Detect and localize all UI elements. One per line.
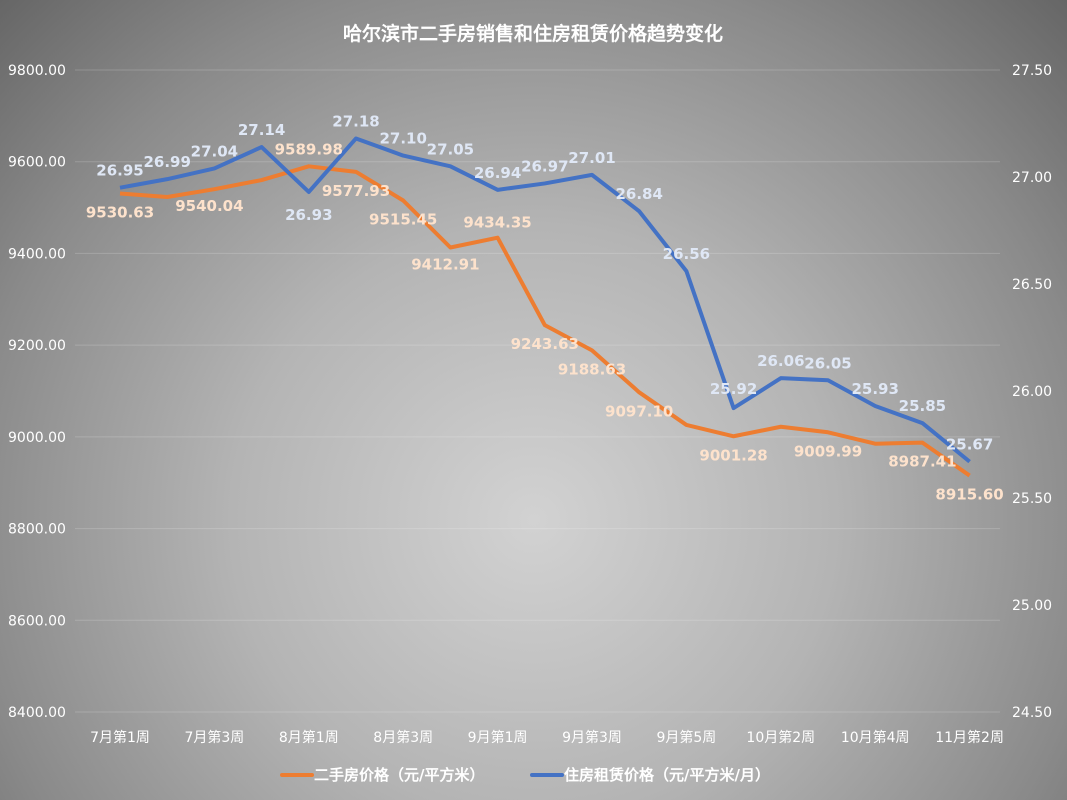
y-left-tick-label: 9200.00: [8, 338, 66, 354]
data-label: 26.95: [96, 162, 143, 180]
axis-ticks: 8400.00 8600.00 8800.00 9000.00 9200.00 9400.…: [8, 63, 1052, 746]
legend: 二手房价格（元/平方米） 住房租赁价格（元/平方米/月）: [280, 766, 770, 784]
data-label: 27.10: [379, 130, 426, 148]
y-left-tick-label: 8800.00: [8, 522, 66, 538]
y-right-tick-label: 26.00: [1012, 384, 1052, 400]
series-line: [119, 164, 971, 478]
data-label: 25.85: [899, 397, 946, 415]
data-label: 9188.63: [558, 360, 626, 378]
y-left-tick-label: 9000.00: [8, 430, 66, 446]
data-label: 27.05: [427, 140, 474, 158]
x-tick-label: 11月第2周: [935, 729, 1004, 746]
y-left-tick-label: 8400.00: [8, 705, 66, 721]
data-label: 27.14: [238, 121, 285, 139]
data-label: 9243.63: [511, 335, 579, 353]
legend-label: 住房租赁价格（元/平方米/月）: [564, 766, 770, 784]
data-label: 9009.99: [794, 442, 862, 460]
data-label: 9097.10: [605, 402, 673, 420]
data-label: 9001.28: [699, 446, 767, 464]
chart-title: 哈尔滨市二手房销售和住房租赁价格趋势变化: [343, 22, 723, 45]
y-right-tick-label: 27.00: [1012, 170, 1052, 186]
data-labels: 9530.63 9540.04 9589.98 9577.93 9515.45 9412.…: [86, 112, 1004, 503]
x-tick-label: 9月第3周: [562, 729, 622, 746]
x-tick-label: 8月第3周: [373, 729, 433, 746]
data-label: 26.05: [804, 354, 851, 372]
x-tick-label: 9月第5周: [656, 729, 716, 746]
y-right-tick-label: 25.00: [1012, 598, 1052, 614]
data-label: 27.18: [332, 112, 379, 130]
series-lines: [119, 136, 971, 478]
data-label: 9434.35: [463, 214, 531, 232]
y-left-tick-label: 8600.00: [8, 613, 66, 629]
y-right-tick-label: 26.50: [1012, 277, 1052, 293]
data-label: 26.93: [285, 206, 332, 224]
data-label: 25.67: [946, 436, 993, 454]
x-tick-label: 7月第3周: [184, 729, 244, 746]
data-label: 25.93: [851, 380, 898, 398]
data-label: 26.99: [143, 153, 190, 171]
data-label: 26.97: [521, 157, 568, 175]
x-tick-label: 10月第4周: [841, 729, 910, 746]
data-label: 25.92: [710, 380, 757, 398]
data-label: 26.06: [757, 352, 804, 370]
data-label: 27.01: [568, 149, 615, 167]
y-right-tick-label: 24.50: [1012, 705, 1052, 721]
data-label: 9412.91: [411, 256, 479, 274]
data-label: 26.56: [663, 245, 710, 263]
data-label: 8987.41: [888, 453, 956, 471]
data-label: 27.04: [191, 142, 238, 160]
y-left-tick-label: 9600.00: [8, 155, 66, 171]
data-label: 9515.45: [369, 210, 437, 228]
y-right-tick-label: 27.50: [1012, 63, 1052, 79]
y-right-tick-label: 25.50: [1012, 491, 1052, 507]
data-label: 26.94: [474, 164, 521, 182]
data-label: 26.84: [615, 185, 662, 203]
y-left-tick-label: 9400.00: [8, 246, 66, 262]
data-label: 9530.63: [86, 204, 154, 222]
legend-label: 二手房价格（元/平方米）: [314, 766, 484, 784]
x-tick-label: 8月第1周: [279, 729, 339, 746]
x-tick-label: 7月第1周: [90, 729, 150, 746]
data-label: 8915.60: [935, 486, 1003, 504]
x-tick-label: 10月第2周: [746, 729, 815, 746]
series-line: [119, 136, 971, 464]
data-label: 9540.04: [175, 197, 243, 215]
y-left-tick-label: 9800.00: [8, 63, 66, 79]
data-label: 9577.93: [322, 182, 390, 200]
data-label: 9589.98: [275, 140, 343, 158]
x-tick-label: 9月第1周: [468, 729, 528, 746]
